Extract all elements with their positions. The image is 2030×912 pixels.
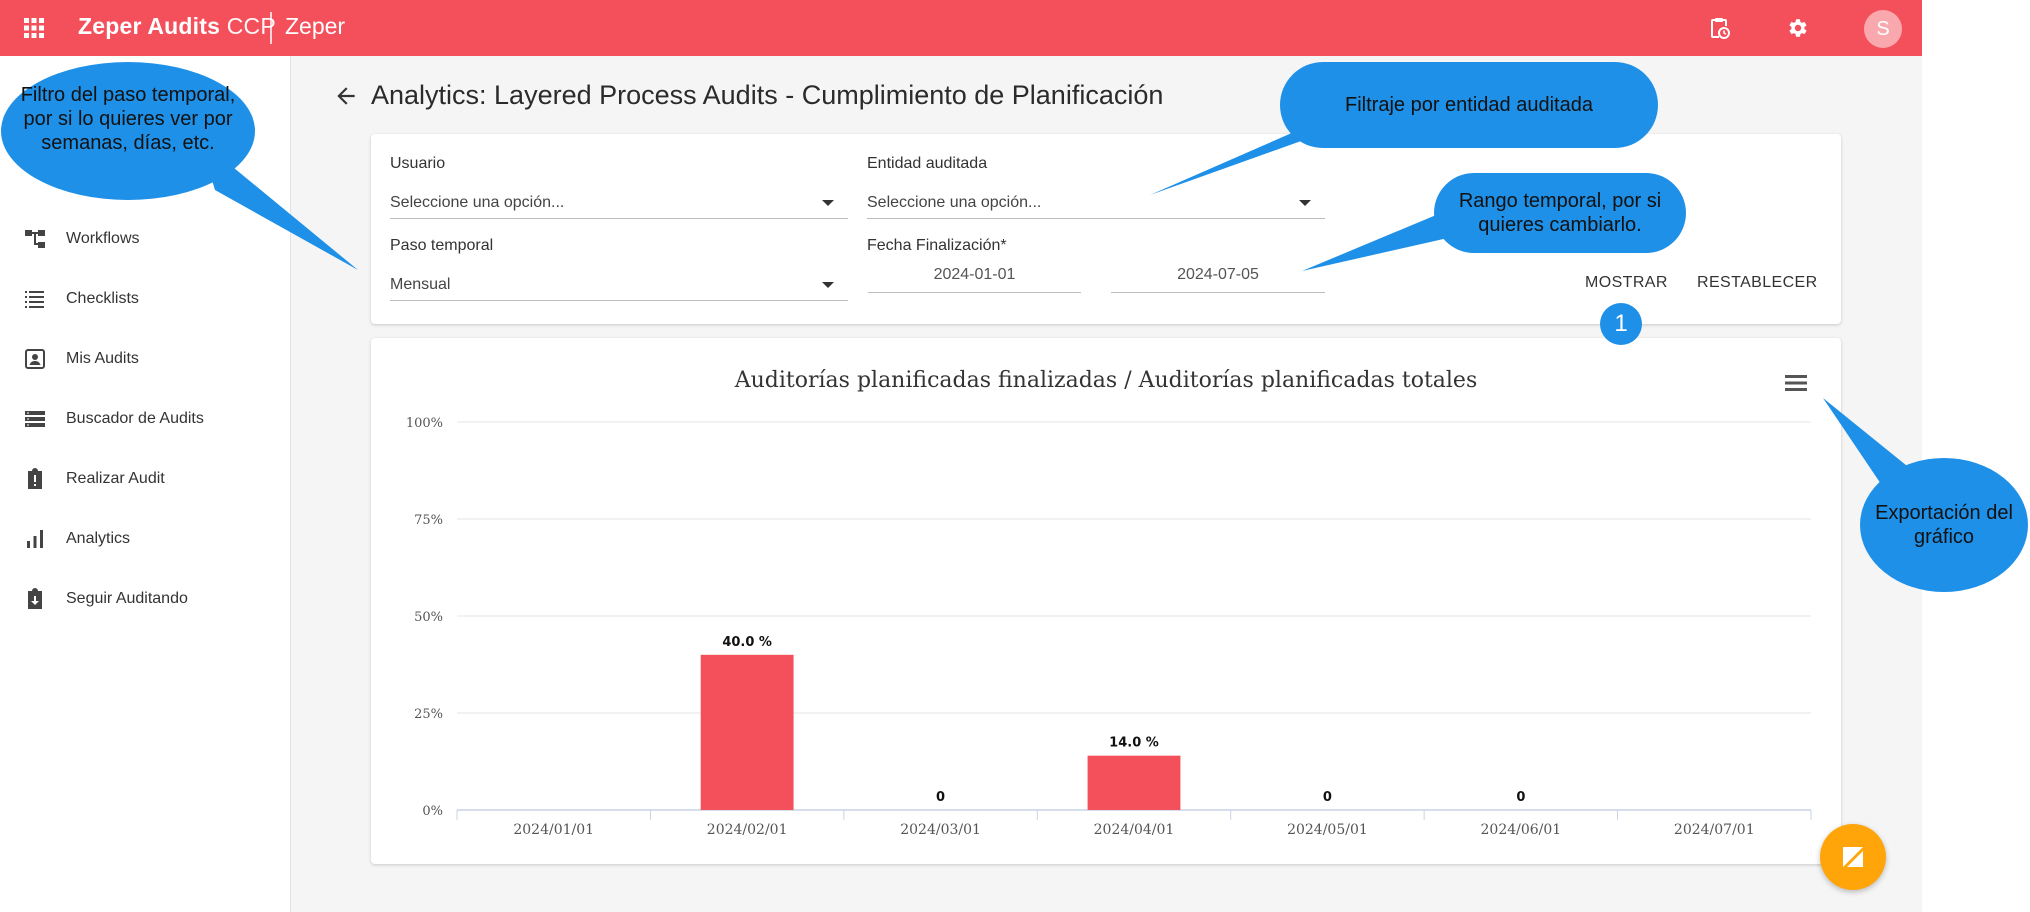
hamburger-menu-icon[interactable]: [1783, 372, 1809, 394]
sidebar-item-label: Seguir Auditando: [66, 590, 188, 607]
callout-entidad: Filtraje por entidad auditada: [1345, 94, 1593, 116]
usuario-select-value: Seleccione una opción...: [390, 194, 565, 211]
workflow-icon: [25, 230, 45, 248]
x-tick-label: 2024/05/01: [1287, 822, 1368, 838]
support-chat-button[interactable]: [1820, 824, 1886, 890]
apps-grid-icon[interactable]: [22, 16, 46, 40]
settings-gear-icon[interactable]: [1785, 16, 1809, 40]
chevron-down-icon: [1299, 200, 1311, 206]
bar: [700, 654, 794, 810]
sidebar-item-workflows[interactable]: Workflows: [0, 217, 290, 261]
x-tick-label: 2024/06/01: [1481, 822, 1562, 838]
fecha-finalizacion-label: Fecha Finalización*: [867, 237, 1007, 254]
entidad-select[interactable]: Seleccione una opción...: [867, 188, 1325, 219]
bar-chart-icon: [27, 530, 43, 548]
list-storage-icon: [25, 411, 45, 427]
page-title: Analytics: Layered Process Audits - Cump…: [371, 80, 1164, 110]
bar: [1087, 755, 1181, 810]
app-window: Zeper Audits CCP Zeper S Workflows: [0, 0, 1922, 912]
back-arrow-icon[interactable]: [333, 83, 359, 109]
sidebar: Workflows Checklists Mis Audits Buscad: [0, 56, 291, 912]
x-tick-label: 2024/03/01: [900, 822, 981, 838]
chart-title: Auditorías planificadas finalizadas / Au…: [734, 368, 1478, 393]
clipboard-alert-icon: [28, 468, 42, 489]
y-tick-label: 25%: [414, 707, 443, 722]
sidebar-item-seguir-auditando[interactable]: Seguir Auditando: [0, 577, 290, 621]
callout-exportacion: Exportación del gráfico: [1875, 502, 2013, 548]
sidebar-item-realizar-audit[interactable]: Realizar Audit: [0, 457, 290, 501]
x-tick-label: 2024/01/01: [513, 822, 594, 838]
brand-name: Zeper Audits: [78, 13, 221, 39]
clipboard-down-icon: [28, 588, 42, 609]
y-tick-label: 75%: [414, 513, 443, 528]
chevron-down-icon: [822, 282, 834, 288]
fecha-desde-input[interactable]: 2024-01-01: [868, 262, 1081, 293]
organization-name: Zeper: [285, 13, 346, 39]
user-avatar[interactable]: S: [1864, 10, 1902, 48]
x-tick-label: 2024/02/01: [707, 822, 788, 838]
paso-temporal-select[interactable]: Mensual: [390, 270, 848, 301]
x-tick-label: 2024/07/01: [1674, 822, 1755, 838]
brand-divider: [270, 12, 272, 44]
sidebar-item-mis-audits[interactable]: Mis Audits: [0, 337, 290, 381]
callout-rango: Rango temporal, por si quieres cambiarlo…: [1458, 190, 1662, 236]
bar-data-label: 40.0 %: [722, 635, 772, 650]
entidad-label: Entidad auditada: [867, 155, 988, 172]
step-number-badge: 1: [1600, 303, 1642, 345]
clipboard-clock-icon[interactable]: [1707, 16, 1731, 40]
sidebar-item-label: Mis Audits: [66, 350, 139, 367]
usuario-select[interactable]: Seleccione una opción...: [390, 188, 848, 219]
checklist-icon: [25, 291, 44, 308]
callout-paso-temporal: Filtro del paso temporal, por si lo quie…: [20, 84, 236, 154]
chevron-down-icon: [822, 200, 834, 206]
entidad-select-value: Seleccione una opción...: [867, 194, 1042, 211]
sidebar-item-buscador[interactable]: Buscador de Audits: [0, 397, 290, 441]
mostrar-button[interactable]: MOSTRAR: [1585, 274, 1668, 291]
sidebar-item-label: Checklists: [66, 290, 139, 307]
sidebar-item-checklists[interactable]: Checklists: [0, 277, 290, 321]
y-tick-label: 50%: [414, 610, 443, 625]
bar-data-label: 14.0 %: [1109, 736, 1159, 751]
brand-suffix: CCP: [226, 13, 276, 39]
chart-panel: 0% 25% 50% 75% 100% 2024/01/01 2024/02/01 40.0 …: [371, 338, 1841, 864]
sidebar-item-label: Realizar Audit: [66, 470, 165, 487]
paso-temporal-value: Mensual: [390, 276, 451, 293]
top-bar: Zeper Audits CCP Zeper S: [0, 0, 1922, 56]
sidebar-item-label: Analytics: [66, 530, 131, 547]
y-tick-label: 100%: [406, 416, 443, 431]
profile-box-icon: [25, 349, 45, 369]
fecha-hasta-input[interactable]: 2024-07-05: [1111, 262, 1325, 293]
bar-chart: 0% 25% 50% 75% 100% 2024/01/01 2024/02/01 40.0 …: [406, 416, 1812, 838]
chat-logo-icon: [1843, 847, 1863, 867]
app-brand[interactable]: Zeper Audits CCP: [78, 13, 276, 40]
bar-data-label: 0: [1516, 790, 1525, 805]
y-tick-label: 0%: [422, 804, 443, 819]
sidebar-item-label: Buscador de Audits: [66, 410, 204, 427]
restablecer-button[interactable]: RESTABLECER: [1697, 274, 1818, 291]
usuario-label: Usuario: [390, 155, 446, 172]
sidebar-item-label: Workflows: [66, 230, 140, 247]
sidebar-item-analytics[interactable]: Analytics: [0, 517, 290, 561]
bar-data-label: 0: [1323, 790, 1332, 805]
paso-temporal-label: Paso temporal: [390, 237, 494, 254]
bar-data-label: 0: [936, 790, 945, 805]
x-tick-label: 2024/04/01: [1094, 822, 1175, 838]
